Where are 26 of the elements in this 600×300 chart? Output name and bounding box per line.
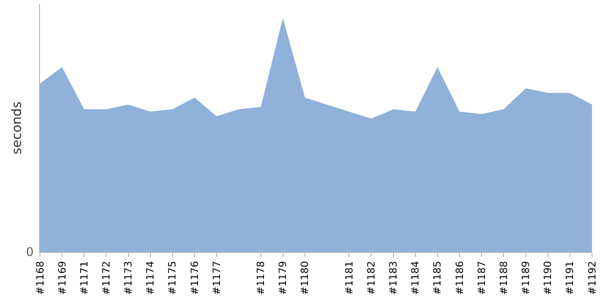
- x-tick-label: #1175: [168, 261, 179, 295]
- x-tick-label: #1179: [278, 261, 290, 295]
- x-tick-label: #1187: [476, 261, 488, 295]
- x-tick-label: #1174: [146, 261, 157, 295]
- y-axis-title: seconds: [10, 101, 25, 155]
- x-tick-label: #1191: [565, 261, 576, 295]
- x-tick-label: #1192: [587, 261, 598, 295]
- x-tick-label: #1178: [256, 261, 268, 295]
- x-tick-label: #1182: [366, 261, 378, 295]
- x-tick-label: #1184: [410, 261, 422, 295]
- x-tick-label: #1190: [543, 261, 554, 295]
- x-tick-label: #1186: [454, 261, 466, 295]
- x-tick-label: #1183: [388, 261, 400, 295]
- text: 0: [26, 245, 34, 259]
- x-tick-label: #1181: [344, 261, 356, 295]
- x-tick-label: #1189: [521, 261, 532, 295]
- x-tick-label: #1188: [498, 261, 510, 295]
- x-tick-label: #1177: [212, 261, 223, 295]
- x-tick-label: #1171: [79, 261, 90, 295]
- x-tick-label: #1168: [35, 261, 46, 295]
- x-tick-label: #1176: [190, 261, 201, 295]
- x-tick-label: #1169: [57, 261, 68, 295]
- x-tick-label: #1173: [124, 261, 135, 295]
- x-tick-label: #1172: [101, 261, 112, 295]
- x-tick-label: #1185: [432, 261, 444, 295]
- x-tick-label: #1180: [300, 261, 312, 295]
